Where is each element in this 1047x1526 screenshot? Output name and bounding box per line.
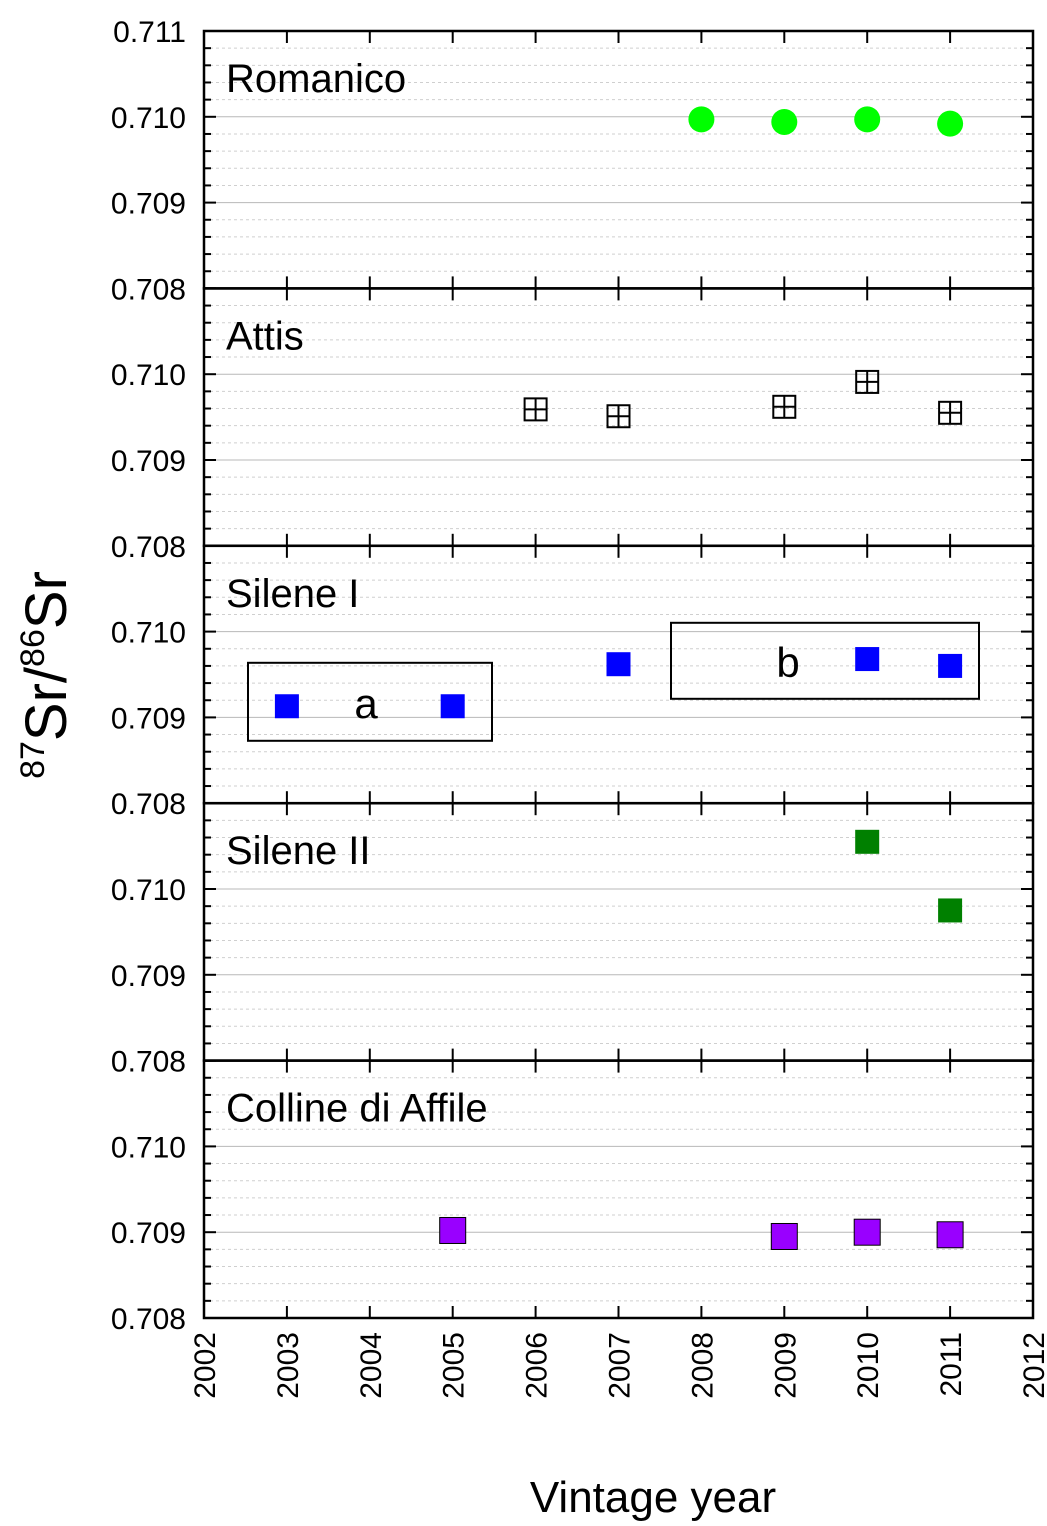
data-point — [770, 1222, 798, 1250]
data-point — [606, 652, 631, 677]
panel-label: Romanico — [226, 57, 406, 101]
group-boxes: ab — [247, 621, 980, 742]
data-point — [938, 400, 963, 425]
x-tick-label: 2005 — [438, 1332, 471, 1399]
data-point — [440, 694, 465, 719]
x-axis-title: Vintage year — [530, 1473, 776, 1522]
data-point — [523, 397, 548, 422]
data-point — [855, 369, 880, 394]
y-tick-label: 0.709 — [111, 188, 186, 221]
panel-label: Attis — [226, 314, 304, 358]
panel-labels: Romanico Attis Silene I Silene II Colline di… — [226, 57, 488, 1131]
y-tick-label: 0.709 — [111, 702, 186, 735]
x-tick-label: 2011 — [935, 1332, 968, 1397]
data-point — [772, 394, 797, 419]
y-axis-title-superscript-1: 87 — [14, 741, 52, 779]
y-axis-title-superscript-2: 86 — [14, 629, 52, 667]
y-tick-label: 0.711 — [113, 16, 186, 49]
x-tick-label: 2007 — [604, 1332, 637, 1399]
x-tick-label: 2009 — [769, 1332, 802, 1399]
x-tick-label: 2012 — [1018, 1332, 1047, 1399]
gridlines — [204, 47, 1033, 1302]
y-tick-label: 0.710 — [111, 1131, 186, 1164]
y-tick-label: 0.710 — [111, 874, 186, 907]
data-point — [937, 110, 964, 137]
data-point — [688, 106, 715, 133]
data-point — [771, 108, 798, 135]
y-tick-label: 0.708 — [111, 531, 186, 564]
y-tick-label: 0.710 — [111, 617, 186, 650]
group-box — [247, 661, 493, 742]
y-axis-title-base-1: Sr/ — [14, 666, 79, 741]
x-tick-label: 2003 — [272, 1332, 305, 1399]
y-tick-label: 0.709 — [111, 960, 186, 993]
data-point — [855, 647, 880, 672]
data-point — [854, 106, 881, 133]
y-tick-label: 0.708 — [111, 788, 186, 821]
data-point — [938, 653, 963, 678]
panel-label: Silene I — [226, 572, 359, 616]
panel-label: Colline di Affile — [226, 1087, 488, 1131]
y-axis-title-base-2: Sr — [14, 571, 79, 629]
data-points — [274, 106, 964, 1250]
x-tick-label: 2008 — [686, 1332, 719, 1399]
group-label: a — [354, 680, 378, 727]
data-point — [936, 1221, 964, 1249]
x-tick-label: 2010 — [852, 1332, 885, 1399]
data-point — [855, 829, 880, 854]
tick-marks — [204, 30, 1033, 1319]
y-tick-label: 0.708 — [111, 273, 186, 306]
data-point — [853, 1218, 881, 1246]
y-tick-label: 0.708 — [111, 1046, 186, 1079]
y-tick-label: 0.708 — [111, 1303, 186, 1336]
y-tick-label: 0.710 — [111, 359, 186, 392]
data-point — [938, 898, 963, 923]
y-axis-title: 87Sr/86Sr — [14, 571, 79, 779]
y-tick-label: 0.710 — [111, 102, 186, 135]
x-tick-label: 2004 — [355, 1332, 388, 1399]
x-tick-label: 2006 — [521, 1332, 554, 1399]
data-point — [439, 1216, 467, 1244]
data-point — [274, 694, 299, 719]
y-tick-labels: 0.711 0.710 0.709 0.708 0.710 0.709 0.708 0.710… — [111, 16, 186, 1336]
panel-label: Silene II — [226, 829, 371, 873]
y-tick-label: 0.709 — [111, 445, 186, 478]
x-tick-labels: 2002 2003 2004 2005 2006 2007 2008 2009 2010 2011… — [189, 1332, 1047, 1399]
data-point — [606, 404, 631, 429]
x-tick-label: 2002 — [189, 1332, 222, 1399]
group-box — [670, 621, 980, 700]
group-label: b — [776, 639, 799, 686]
y-tick-label: 0.709 — [111, 1217, 186, 1250]
